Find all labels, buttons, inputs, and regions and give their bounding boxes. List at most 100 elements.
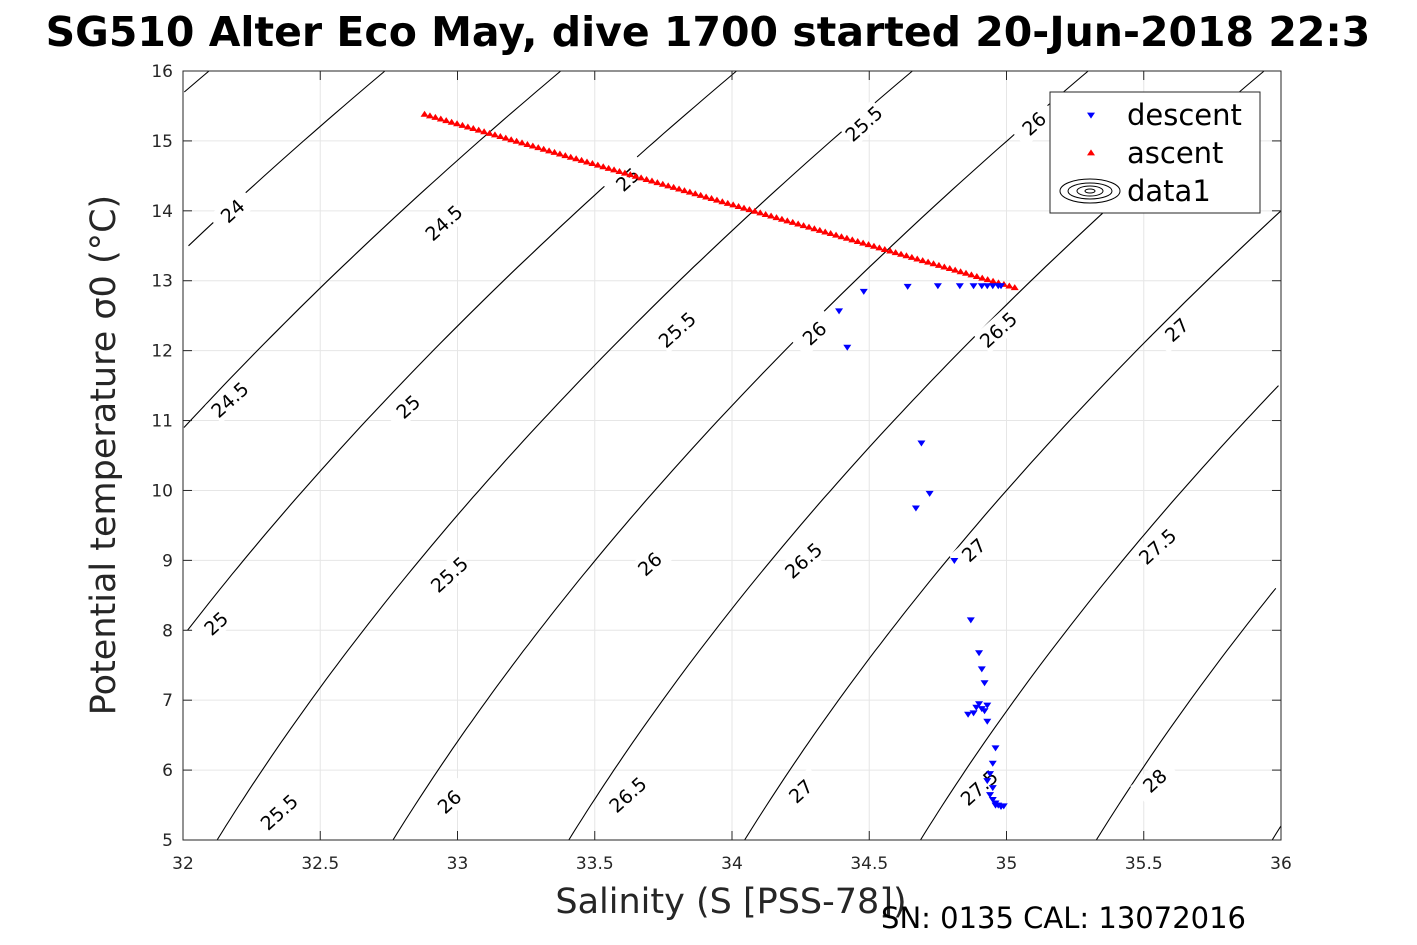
descent-marker: [986, 771, 995, 778]
ascent-marker: [832, 231, 841, 238]
ascent-marker: [615, 168, 624, 175]
descent-marker: [983, 778, 992, 785]
contour-label-background: [603, 155, 653, 203]
x-tick-label: 32.5: [301, 854, 339, 874]
descent-marker: [986, 792, 995, 799]
descent-marker: [980, 708, 989, 715]
ascent-marker: [848, 236, 857, 243]
descent-marker: [983, 283, 992, 290]
contour-label: 25.5: [427, 553, 473, 598]
descent-marker: [977, 283, 986, 290]
x-tick-label: 33.5: [576, 854, 614, 874]
ascent-marker: [913, 255, 922, 262]
ascent-marker: [929, 260, 938, 267]
ascent-marker: [453, 120, 462, 127]
contour-label-background: [776, 767, 826, 815]
x-tick-label: 35: [996, 854, 1018, 874]
ascent-marker: [815, 226, 824, 233]
ascent-marker: [518, 139, 527, 146]
ascent-marker: [864, 241, 873, 248]
ascent-marker: [490, 131, 499, 138]
descent-marker: [980, 680, 989, 687]
contour-label-background: [973, 306, 1023, 354]
ascent-marker: [675, 185, 684, 192]
descent-marker: [933, 283, 942, 290]
ascent-marker: [788, 218, 797, 225]
ascent-marker: [924, 258, 933, 265]
ascent-marker: [680, 187, 689, 194]
contour-label-background: [1009, 99, 1059, 148]
y-tick-label: 16: [151, 62, 173, 82]
contour-icon-ring: [1084, 188, 1096, 194]
serial-calibration-note: SN: 0135 CAL: 13072016: [881, 901, 1246, 935]
ascent-marker: [750, 207, 759, 214]
ascent-marker: [989, 277, 998, 284]
contour-label-background: [652, 306, 702, 354]
ascent-marker: [1010, 284, 1019, 291]
contour-label-background: [1130, 756, 1180, 805]
contour-label-background: [424, 550, 474, 598]
x-tick-label: 36: [1270, 854, 1292, 874]
ascent-marker: [983, 276, 992, 283]
y-tick-label: 8: [162, 621, 173, 641]
ascent-marker: [859, 239, 868, 246]
contour-label: 24.5: [207, 378, 253, 423]
x-tick-label: 35.5: [1125, 854, 1163, 874]
ascent-marker: [951, 266, 960, 273]
ascent-marker: [637, 174, 646, 181]
y-tick-label: 13: [151, 272, 173, 292]
contour-label: 25.5: [841, 102, 887, 147]
contour-label-background: [1152, 306, 1202, 354]
density-contour-line: [1271, 825, 1282, 841]
legend-label-ascent: ascent: [1127, 136, 1223, 170]
ascent-marker: [420, 110, 429, 117]
ascent-marker: [469, 125, 478, 132]
ascent-marker: [507, 136, 516, 143]
x-tick-label: 32: [172, 854, 194, 874]
ascent-marker: [550, 148, 559, 155]
ascent-marker: [534, 144, 543, 151]
ascent-marker: [962, 269, 971, 276]
ascent-marker: [599, 163, 608, 170]
contour-label-background: [383, 382, 433, 431]
ascent-marker: [967, 271, 976, 278]
ascent-marker: [631, 172, 640, 179]
contour-label: 25.5: [257, 790, 303, 835]
contour-label: 27.5: [1135, 525, 1181, 570]
ascent-marker: [897, 250, 906, 257]
ascent-marker: [566, 153, 575, 160]
ascent-marker: [702, 193, 711, 200]
ascent-marker: [723, 199, 732, 206]
descent-marker: [988, 785, 997, 792]
contour-label: 24.5: [421, 201, 467, 246]
descent-marker: [955, 283, 964, 290]
legend-label-descent: descent: [1127, 98, 1242, 132]
ascent-marker: [826, 230, 835, 237]
contour-icon-ring: [1059, 178, 1121, 204]
density-contour-line: [183, 70, 562, 428]
contour-label-background: [208, 187, 257, 235]
descent-marker: [966, 617, 975, 624]
ascent-marker: [480, 128, 489, 135]
ascent-marker: [767, 212, 776, 219]
descent-marker: [975, 701, 984, 708]
ascent-marker: [545, 147, 554, 154]
ascent-marker: [934, 261, 943, 268]
ascent-marker: [669, 183, 678, 190]
descent-marker: [988, 797, 997, 804]
ascent-marker: [685, 188, 694, 195]
y-tick-label: 5: [162, 831, 173, 851]
ascent-marker: [945, 265, 954, 272]
density-contour-line: [183, 70, 210, 93]
ascent-marker: [539, 145, 548, 152]
y-tick-label: 14: [151, 202, 173, 222]
density-contour-line: [744, 210, 1282, 841]
ascent-marker: [902, 252, 911, 259]
contour-icon-ring: [1067, 182, 1113, 200]
descent-marker: [925, 490, 934, 497]
descent-marker: [975, 650, 984, 657]
ascent-marker: [718, 198, 727, 205]
legend-descent-marker: [1087, 112, 1095, 119]
ascent-marker: [799, 222, 808, 229]
